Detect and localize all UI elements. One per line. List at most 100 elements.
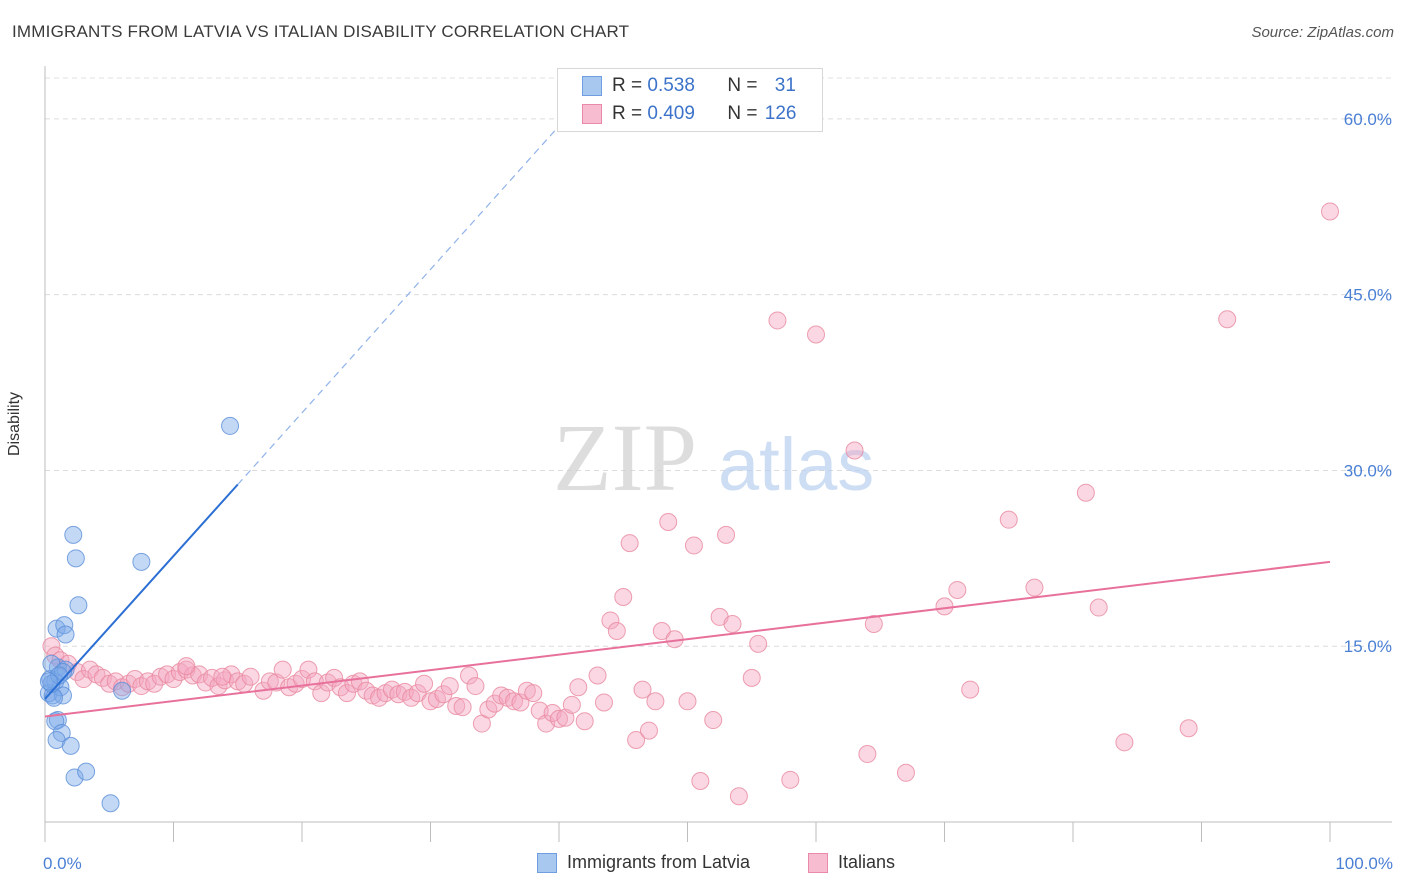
point-italians	[164, 670, 183, 689]
legend-r-value: 0.409	[647, 103, 695, 124]
point-italians	[961, 680, 980, 699]
point-italians	[1321, 202, 1339, 221]
point-italians	[858, 745, 877, 764]
point-italians	[1115, 733, 1134, 752]
point-italians	[569, 678, 588, 697]
y-tick-label: 30.0%	[1344, 461, 1392, 480]
point-italians	[678, 692, 697, 711]
point-italians	[370, 688, 389, 707]
point-latvia	[66, 549, 85, 568]
point-italians	[562, 695, 581, 714]
point-italians	[935, 597, 954, 616]
point-italians	[550, 709, 568, 728]
point-italians	[999, 510, 1018, 529]
legend-n-value: 31	[774, 75, 796, 96]
x-tick-label: 100.0%	[1335, 854, 1393, 873]
point-italians	[659, 513, 678, 531]
point-italians	[273, 660, 292, 679]
legend-n-value: 126	[764, 103, 797, 124]
point-italians	[447, 696, 466, 715]
point-italians	[704, 711, 723, 730]
point-latvia	[65, 768, 84, 787]
y-tick-label: 60.0%	[1344, 110, 1392, 129]
point-italians	[614, 588, 633, 606]
point-italians	[601, 611, 620, 630]
point-italians	[415, 674, 434, 693]
axes	[44, 66, 1392, 842]
point-italians	[588, 666, 607, 685]
y-tick-label: 45.0%	[1344, 286, 1392, 305]
point-italians	[768, 311, 787, 330]
chart-title: IMMIGRANTS FROM LATVIA VS ITALIAN DISABI…	[12, 22, 630, 41]
point-latvia	[56, 625, 75, 644]
point-italians	[42, 637, 61, 656]
point-italians	[241, 667, 260, 686]
point-italians	[864, 614, 883, 633]
bottom-legend-label-italians: Italians	[838, 852, 896, 872]
point-italians	[807, 325, 825, 344]
watermark-atlas: atlas	[718, 423, 874, 506]
watermark-zip: ZIP	[553, 404, 697, 511]
y-tick-label: 15.0%	[1344, 637, 1392, 656]
italians-points	[42, 202, 1339, 806]
legend-r-value: 0.538	[647, 75, 695, 96]
bottom-legend-italians: Italians	[808, 852, 895, 873]
x-tick-label: 0.0%	[43, 854, 82, 873]
point-latvia	[113, 681, 132, 700]
point-italians	[896, 763, 915, 782]
legend-n-label: N =	[727, 75, 763, 96]
point-italians	[742, 668, 761, 687]
point-latvia	[46, 712, 65, 731]
bottom-legend-swatch-italians	[808, 853, 828, 873]
bottom-legend-label-latvia: Immigrants from Latvia	[567, 852, 751, 872]
bottom-legend-swatch-latvia	[537, 853, 557, 873]
point-italians	[505, 692, 524, 711]
point-italians	[1076, 483, 1095, 502]
legend-swatch-italians	[582, 104, 602, 124]
point-latvia	[77, 762, 96, 781]
point-italians	[633, 680, 652, 699]
point-italians	[729, 787, 748, 806]
legend-row-latvia: R = 0.538 N = 31	[582, 73, 796, 99]
point-italians	[749, 634, 768, 653]
legend-box: R = 0.538 N = 31 R = 0.409 N = 126	[557, 68, 823, 132]
point-italians	[717, 525, 736, 544]
point-italians	[511, 693, 530, 712]
point-italians	[607, 621, 626, 640]
point-italians	[177, 657, 196, 676]
point-italians	[440, 677, 459, 696]
trend-lines	[44, 118, 1331, 718]
point-italians	[646, 692, 665, 711]
point-italians	[305, 672, 324, 691]
trend-line-latvia-extended	[237, 118, 566, 485]
point-italians	[402, 688, 421, 707]
point-italians	[408, 684, 427, 703]
latvia-points	[39, 416, 240, 813]
point-italians	[652, 621, 671, 640]
point-italians	[1179, 719, 1198, 738]
point-latvia	[61, 736, 80, 755]
gridlines	[45, 77, 1392, 647]
point-italians	[213, 667, 232, 686]
point-italians	[453, 698, 472, 717]
point-italians	[286, 674, 305, 693]
point-italians	[723, 614, 742, 633]
point-italians	[337, 684, 356, 703]
point-italians	[80, 660, 99, 679]
source-label: Source: ZipAtlas.com	[1251, 24, 1394, 41]
point-italians	[620, 534, 639, 553]
point-italians	[594, 693, 613, 712]
point-latvia	[39, 672, 58, 691]
point-latvia	[55, 616, 74, 635]
point-italians	[1089, 598, 1108, 617]
point-italians	[524, 684, 543, 703]
tick-labels: 15.0% 30.0% 45.0% 60.0% 0.0% 100.0%	[43, 110, 1393, 873]
point-italians	[845, 441, 864, 460]
point-italians	[627, 730, 646, 749]
legend-n-label: N =	[727, 103, 763, 124]
point-italians	[466, 677, 485, 696]
point-italians	[639, 721, 658, 740]
point-italians	[1218, 310, 1237, 329]
point-latvia	[221, 416, 240, 435]
